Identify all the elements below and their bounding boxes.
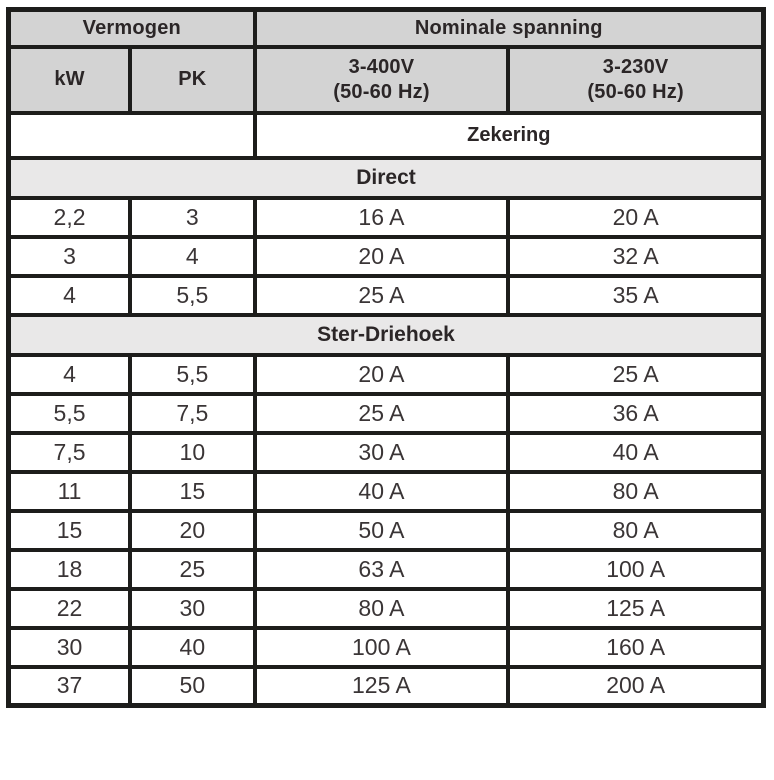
table-row: 4 5,5 25 A 35 A [6, 273, 766, 317]
table-row: 7,5 10 30 A 40 A [6, 430, 766, 474]
cell-pk: 15 [128, 469, 257, 513]
cell-fuse-400v: 63 A [252, 547, 511, 591]
cell-kw: 2,2 [6, 195, 133, 239]
cell-kw: 3 [6, 234, 133, 278]
cell-fuse-400v: 125 A [252, 664, 511, 708]
cell-fuse-230v: 80 A [506, 469, 766, 513]
table-row: 22 30 80 A 125 A [6, 586, 766, 630]
cell-pk: 5,5 [128, 352, 257, 396]
table-row: 15 20 50 A 80 A [6, 508, 766, 552]
header-3-230v: 3-230V (50-60 Hz) [506, 44, 766, 115]
cell-fuse-400v: 80 A [252, 586, 511, 630]
cell-fuse-230v: 125 A [506, 586, 766, 630]
cell-kw: 5,5 [6, 391, 133, 435]
header-zekering: Zekering [252, 110, 766, 160]
cell-pk: 5,5 [128, 273, 257, 317]
cell-fuse-400v: 25 A [252, 391, 511, 435]
cell-fuse-230v: 80 A [506, 508, 766, 552]
table-row: kW PK 3-400V (50-60 Hz) 3-230V (50-60 Hz… [6, 44, 766, 115]
header-3-400v-frequency: (50-60 Hz) [333, 80, 430, 103]
cell-kw: 11 [6, 469, 133, 513]
table-row: 2,2 3 16 A 20 A [6, 195, 766, 239]
cell-fuse-230v: 40 A [506, 430, 766, 474]
cell-kw: 4 [6, 352, 133, 396]
cell-fuse-400v: 16 A [252, 195, 511, 239]
table-row: 3 4 20 A 32 A [6, 234, 766, 278]
table-row: 30 40 100 A 160 A [6, 625, 766, 669]
cell-fuse-230v: 25 A [506, 352, 766, 396]
table-row: 5,5 7,5 25 A 36 A [6, 391, 766, 435]
cell-pk: 25 [128, 547, 257, 591]
header-pk: PK [128, 44, 257, 115]
cell-pk: 10 [128, 430, 257, 474]
cell-kw: 37 [6, 664, 133, 708]
cell-fuse-400v: 25 A [252, 273, 511, 317]
cell-fuse-400v: 40 A [252, 469, 511, 513]
header-nominale-spanning: Nominale spanning [252, 7, 766, 49]
cell-kw: 18 [6, 547, 133, 591]
header-3-230v-frequency: (50-60 Hz) [587, 80, 684, 103]
motor-fuse-table: Vermogen Nominale spanning kW PK 3-400V … [6, 7, 766, 708]
table-row: Vermogen Nominale spanning [6, 7, 766, 49]
header-3-230v-voltage: 3-230V [602, 55, 669, 78]
cell-fuse-400v: 100 A [252, 625, 511, 669]
section-row: Ster-Driehoek [6, 312, 766, 357]
empty-cell [6, 110, 257, 160]
cell-fuse-400v: 20 A [252, 352, 511, 396]
cell-fuse-230v: 200 A [506, 664, 766, 708]
section-row: Direct [6, 155, 766, 200]
cell-kw: 4 [6, 273, 133, 317]
cell-kw: 30 [6, 625, 133, 669]
cell-fuse-230v: 100 A [506, 547, 766, 591]
header-vermogen: Vermogen [6, 7, 257, 49]
cell-pk: 50 [128, 664, 257, 708]
table-row: 4 5,5 20 A 25 A [6, 352, 766, 396]
table-row: Zekering [6, 110, 766, 160]
cell-fuse-230v: 32 A [506, 234, 766, 278]
cell-pk: 30 [128, 586, 257, 630]
cell-fuse-230v: 35 A [506, 273, 766, 317]
cell-kw: 15 [6, 508, 133, 552]
cell-fuse-400v: 30 A [252, 430, 511, 474]
cell-fuse-400v: 20 A [252, 234, 511, 278]
cell-pk: 3 [128, 195, 257, 239]
cell-fuse-230v: 20 A [506, 195, 766, 239]
cell-pk: 4 [128, 234, 257, 278]
section-direct: Direct [6, 155, 766, 200]
cell-fuse-230v: 36 A [506, 391, 766, 435]
table-row: 37 50 125 A 200 A [6, 664, 766, 708]
cell-fuse-400v: 50 A [252, 508, 511, 552]
cell-kw: 22 [6, 586, 133, 630]
cell-pk: 20 [128, 508, 257, 552]
header-3-400v: 3-400V (50-60 Hz) [252, 44, 511, 115]
cell-fuse-230v: 160 A [506, 625, 766, 669]
header-kw: kW [6, 44, 133, 115]
table-row: 11 15 40 A 80 A [6, 469, 766, 513]
cell-pk: 40 [128, 625, 257, 669]
cell-kw: 7,5 [6, 430, 133, 474]
section-ster-driehoek: Ster-Driehoek [6, 312, 766, 357]
header-3-400v-voltage: 3-400V [348, 55, 415, 78]
cell-pk: 7,5 [128, 391, 257, 435]
table-row: 18 25 63 A 100 A [6, 547, 766, 591]
